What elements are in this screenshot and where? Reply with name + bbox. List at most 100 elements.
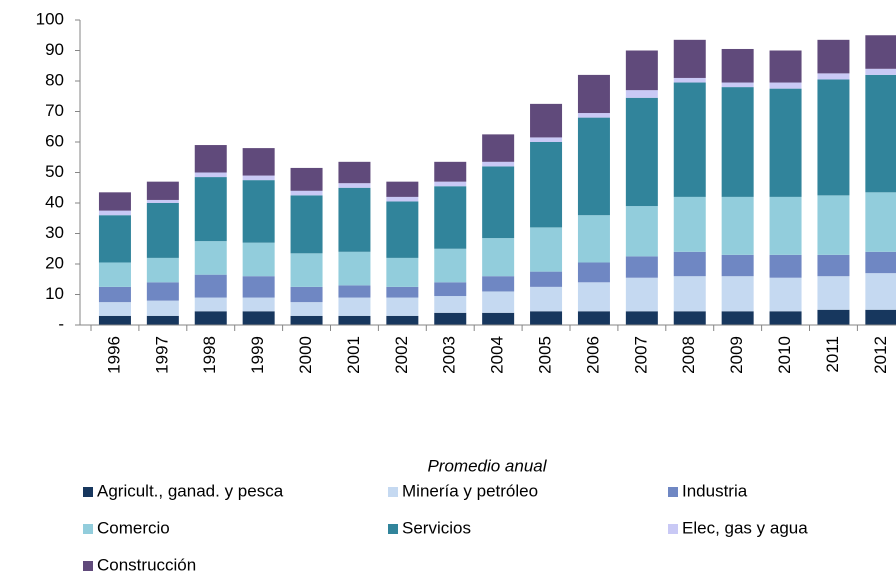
- bar-segment: [98, 192, 131, 211]
- bar-segment: [290, 286, 323, 303]
- y-tick-label: 50: [45, 162, 64, 181]
- bar-segment: [290, 167, 323, 191]
- x-tick-label: 2002: [392, 336, 411, 374]
- bar-segment: [530, 142, 563, 228]
- legend-label: Comercio: [97, 518, 170, 537]
- bar-segment: [242, 175, 275, 181]
- x-axis-label: Promedio anual: [427, 456, 547, 475]
- bar-segment: [817, 39, 850, 74]
- bar-segment: [673, 276, 706, 312]
- bar-segment: [482, 134, 515, 162]
- legend-swatch: [83, 524, 93, 534]
- legend-label: Servicios: [402, 518, 471, 537]
- bar-segment: [146, 300, 179, 316]
- bar-segment: [721, 276, 754, 312]
- bar-segment: [242, 276, 275, 298]
- y-tick-label: 10: [45, 284, 64, 303]
- bar-segment: [673, 39, 706, 78]
- bar-segment: [577, 311, 610, 325]
- bar-segment: [290, 190, 323, 196]
- bar-segment: [338, 187, 371, 252]
- bar-segment: [769, 277, 802, 312]
- legend-label: Minería y petróleo: [402, 481, 538, 500]
- bar-segment: [530, 103, 563, 138]
- bar-segment: [865, 192, 896, 252]
- bar-segment: [242, 297, 275, 312]
- y-tick-label: 20: [45, 253, 64, 272]
- bar-segment: [386, 181, 419, 197]
- bar-segment: [290, 302, 323, 316]
- bar-segment: [625, 277, 658, 312]
- bar-segment: [577, 262, 610, 283]
- bar-segment: [242, 148, 275, 176]
- bar-segment: [482, 291, 515, 313]
- bar-segment: [817, 73, 850, 80]
- bar-segment: [577, 282, 610, 312]
- x-tick-label: 1998: [200, 336, 219, 374]
- bar-segment: [434, 181, 467, 187]
- bar-segment: [194, 241, 227, 275]
- bar-segment: [242, 311, 275, 325]
- bar-segment: [194, 145, 227, 173]
- bar-segment: [290, 315, 323, 325]
- legend-swatch: [83, 561, 93, 571]
- legend-swatch: [388, 487, 398, 497]
- bar-segment: [146, 315, 179, 325]
- bar-segment: [146, 203, 179, 258]
- bar-segment: [769, 88, 802, 197]
- bar-segment: [817, 309, 850, 325]
- bar-segment: [98, 315, 131, 325]
- bar-segment: [338, 183, 371, 188]
- bar-segment: [769, 50, 802, 83]
- bar-segment: [577, 215, 610, 263]
- bar-segment: [338, 297, 371, 316]
- bar-segment: [721, 87, 754, 197]
- bar-segment: [242, 180, 275, 243]
- y-tick-label: 80: [45, 70, 64, 89]
- bar-segment: [721, 196, 754, 255]
- y-tick-label: 100: [36, 9, 64, 28]
- bar-segment: [530, 286, 563, 312]
- bar-segment: [98, 210, 131, 216]
- bar-segment: [769, 254, 802, 278]
- bar-segment: [625, 256, 658, 278]
- bar-segment: [146, 181, 179, 200]
- bar-segment: [817, 276, 850, 310]
- bar-segment: [721, 48, 754, 83]
- x-tick-label: 2010: [775, 336, 794, 374]
- x-tick-label: 2008: [679, 336, 698, 374]
- bar-segment: [482, 238, 515, 277]
- bar-segment: [625, 90, 658, 98]
- bar-segment: [194, 274, 227, 298]
- bar-segment: [817, 254, 850, 277]
- bar-segment: [338, 251, 371, 286]
- bar-segment: [625, 97, 658, 207]
- bar-segment: [817, 79, 850, 196]
- legend-label: Elec, gas y agua: [682, 518, 808, 537]
- bar-segment: [865, 35, 896, 69]
- bar-segment: [865, 309, 896, 325]
- bar-segment: [482, 161, 515, 167]
- x-tick-label: 2011: [823, 336, 842, 373]
- legend-swatch: [668, 487, 678, 497]
- bar-segment: [146, 257, 179, 283]
- bar-segment: [577, 117, 610, 216]
- x-tick-label: 2006: [583, 336, 602, 374]
- bar-segment: [482, 166, 515, 239]
- bar-segment: [98, 302, 131, 316]
- bar-segment: [290, 195, 323, 254]
- bar-segment: [146, 282, 179, 301]
- bar-segment: [194, 172, 227, 178]
- y-tick-label: 40: [45, 192, 64, 211]
- y-tick-label: 70: [45, 101, 64, 120]
- bar-segment: [817, 195, 850, 255]
- bar-segment: [434, 161, 467, 182]
- bar-segment: [482, 312, 515, 325]
- bar-segment: [338, 161, 371, 184]
- x-tick-label: 2004: [488, 336, 507, 374]
- bar-segment: [146, 199, 179, 203]
- bar-segment: [434, 248, 467, 283]
- bar-segment: [673, 251, 706, 277]
- bar-segment: [673, 311, 706, 325]
- bar-segment: [625, 50, 658, 91]
